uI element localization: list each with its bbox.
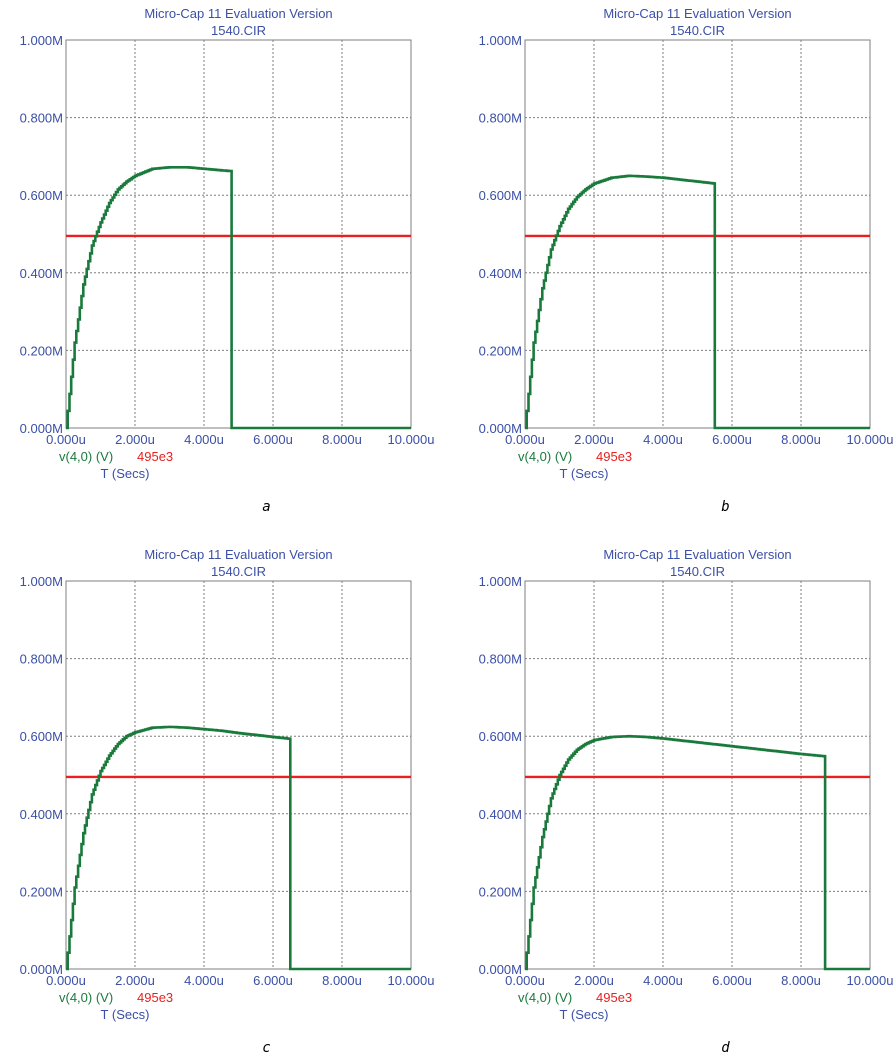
y-tick-label: 0.800M bbox=[479, 652, 522, 667]
x-tick-label: 6.000u bbox=[253, 432, 293, 447]
chart-panel-c: Micro-Cap 11 Evaluation Version 1540.CIR 0… bbox=[20, 547, 435, 1056]
x-tick-label: 4.000u bbox=[643, 973, 683, 988]
y-tick-label: 0.400M bbox=[20, 266, 63, 281]
y-tick-label: 0.600M bbox=[20, 188, 63, 203]
x-tick-label: 8.000u bbox=[781, 432, 821, 447]
series-line-voltage bbox=[525, 174, 870, 430]
plot-area-border bbox=[65, 580, 412, 970]
x-tick-label: 6.000u bbox=[712, 432, 752, 447]
y-tick-label: 0.400M bbox=[479, 807, 522, 822]
series-line-voltage bbox=[66, 725, 411, 971]
x-tick-label: 6.000u bbox=[253, 973, 293, 988]
y-tick-label: 0.200M bbox=[479, 343, 522, 358]
panel-caption: c bbox=[262, 1040, 270, 1056]
chart-panel-b: Micro-Cap 11 Evaluation Version 1540.CIR 0… bbox=[479, 6, 894, 515]
y-tick-label: 0.200M bbox=[20, 884, 63, 899]
y-tick-label: 0.200M bbox=[479, 884, 522, 899]
y-tick-label: 0.600M bbox=[479, 188, 522, 203]
chart-subtitle: 1540.CIR bbox=[211, 23, 266, 38]
legend-entry-voltage: v(4,0) (V) bbox=[59, 449, 113, 464]
panel-caption: b bbox=[721, 499, 729, 515]
series-line-voltage bbox=[66, 166, 411, 430]
y-tick-label: 0.800M bbox=[20, 111, 63, 126]
legend-entry-voltage: v(4,0) (V) bbox=[518, 990, 572, 1005]
chart-title: Micro-Cap 11 Evaluation Version bbox=[603, 547, 791, 562]
chart-title: Micro-Cap 11 Evaluation Version bbox=[603, 6, 791, 21]
legend-entry-threshold: 495e3 bbox=[137, 449, 173, 464]
y-tick-label: 0.600M bbox=[479, 729, 522, 744]
x-tick-label: 2.000u bbox=[115, 973, 155, 988]
x-tick-label: 2.000u bbox=[574, 432, 614, 447]
plot-area-border bbox=[65, 39, 412, 429]
x-tick-label: 2.000u bbox=[574, 973, 614, 988]
y-tick-label: 0.800M bbox=[20, 652, 63, 667]
plot-area-border bbox=[524, 580, 871, 970]
x-axis-label: T (Secs) bbox=[101, 466, 150, 481]
y-tick-label: 0.000M bbox=[20, 962, 63, 977]
y-tick-label: 0.800M bbox=[479, 111, 522, 126]
x-tick-label: 0.000u bbox=[505, 973, 545, 988]
x-tick-label: 10.000u bbox=[388, 973, 435, 988]
legend-entry-threshold: 495e3 bbox=[596, 449, 632, 464]
chart-subtitle: 1540.CIR bbox=[211, 564, 266, 579]
y-tick-label: 0.000M bbox=[479, 962, 522, 977]
x-tick-label: 8.000u bbox=[781, 973, 821, 988]
chart-subtitle: 1540.CIR bbox=[670, 23, 725, 38]
x-tick-label: 8.000u bbox=[322, 973, 362, 988]
series-line-voltage bbox=[525, 734, 870, 971]
y-tick-label: 0.400M bbox=[20, 807, 63, 822]
plot-area-border bbox=[524, 39, 871, 429]
x-tick-label: 0.000u bbox=[46, 973, 86, 988]
y-tick-label: 1.000M bbox=[20, 33, 63, 48]
panel-caption: a bbox=[262, 499, 270, 515]
x-tick-label: 6.000u bbox=[712, 973, 752, 988]
x-tick-label: 8.000u bbox=[322, 432, 362, 447]
legend-entry-voltage: v(4,0) (V) bbox=[59, 990, 113, 1005]
legend-entry-voltage: v(4,0) (V) bbox=[518, 449, 572, 464]
y-tick-label: 0.600M bbox=[20, 729, 63, 744]
x-tick-label: 10.000u bbox=[847, 973, 894, 988]
chart-title: Micro-Cap 11 Evaluation Version bbox=[144, 6, 332, 21]
x-tick-label: 10.000u bbox=[388, 432, 435, 447]
y-tick-label: 0.400M bbox=[479, 266, 522, 281]
x-tick-label: 0.000u bbox=[46, 432, 86, 447]
x-tick-label: 4.000u bbox=[184, 432, 224, 447]
chart-subtitle: 1540.CIR bbox=[670, 564, 725, 579]
y-tick-label: 1.000M bbox=[20, 574, 63, 589]
chart-panel-d: Micro-Cap 11 Evaluation Version 1540.CIR 0… bbox=[479, 547, 894, 1056]
x-axis-label: T (Secs) bbox=[101, 1007, 150, 1022]
y-tick-label: 0.200M bbox=[20, 343, 63, 358]
y-tick-label: 0.000M bbox=[20, 421, 63, 436]
chart-panel-a: Micro-Cap 11 Evaluation Version 1540.CIR 0… bbox=[20, 6, 435, 515]
legend-entry-threshold: 495e3 bbox=[596, 990, 632, 1005]
y-tick-label: 1.000M bbox=[479, 574, 522, 589]
x-axis-label: T (Secs) bbox=[560, 1007, 609, 1022]
x-tick-label: 4.000u bbox=[643, 432, 683, 447]
x-axis-label: T (Secs) bbox=[560, 466, 609, 481]
y-tick-label: 0.000M bbox=[479, 421, 522, 436]
panel-caption: d bbox=[721, 1040, 730, 1056]
chart-title: Micro-Cap 11 Evaluation Version bbox=[144, 547, 332, 562]
y-tick-label: 1.000M bbox=[479, 33, 522, 48]
legend-entry-threshold: 495e3 bbox=[137, 990, 173, 1005]
x-tick-label: 2.000u bbox=[115, 432, 155, 447]
x-tick-label: 4.000u bbox=[184, 973, 224, 988]
x-tick-label: 10.000u bbox=[847, 432, 894, 447]
x-tick-label: 0.000u bbox=[505, 432, 545, 447]
